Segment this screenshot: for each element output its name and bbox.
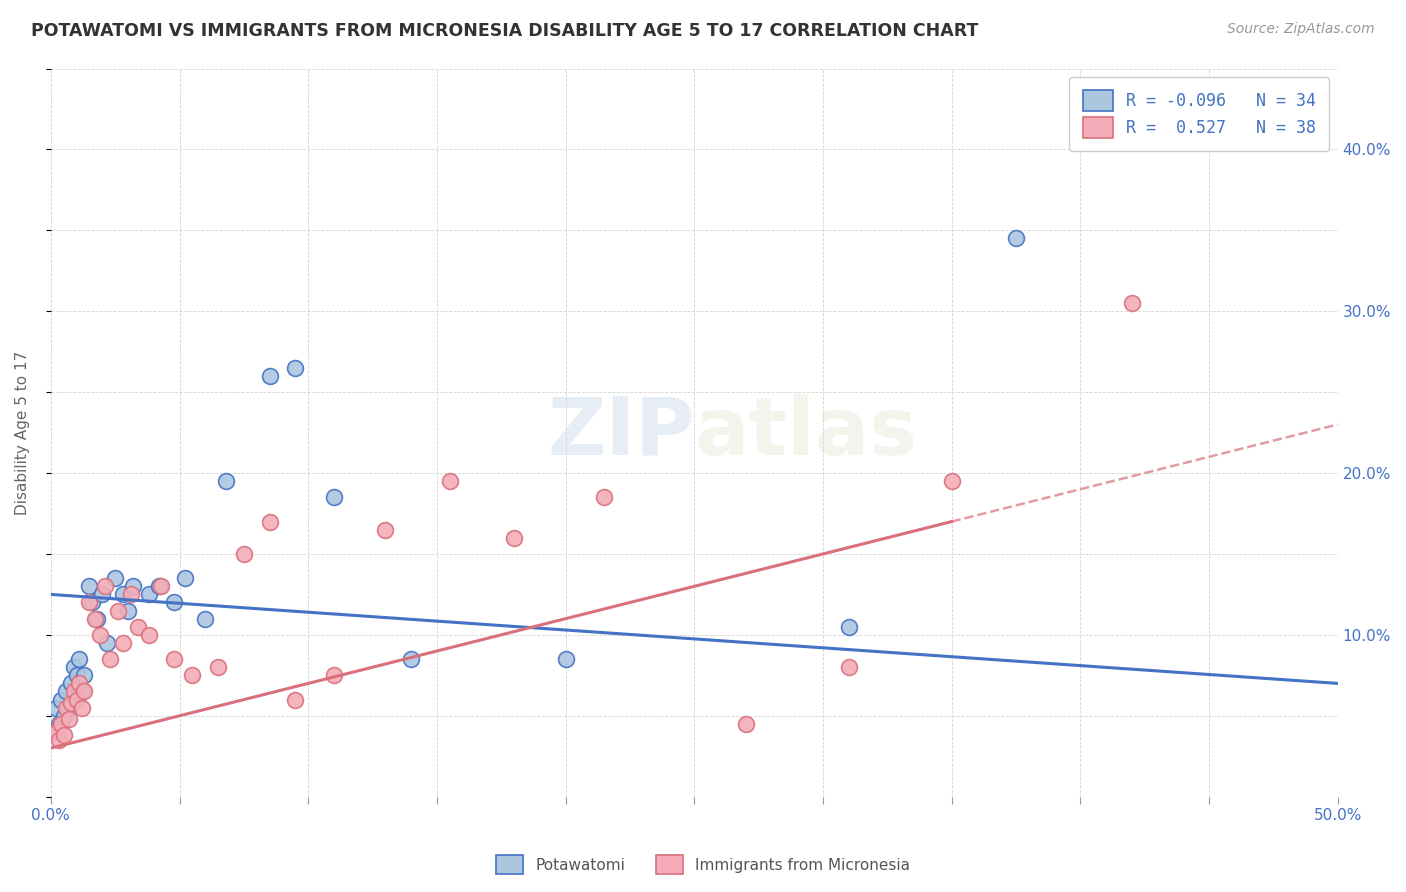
Point	[70, 684, 93, 698]
Point	[138, 587, 160, 601]
Point	[150, 579, 173, 593]
Point	[173, 571, 195, 585]
Point	[107, 604, 129, 618]
Point	[127, 620, 149, 634]
Point	[63, 684, 86, 698]
Point	[1005, 231, 1028, 245]
Point	[120, 587, 142, 601]
Point	[163, 595, 186, 609]
Point	[70, 700, 93, 714]
Point	[60, 676, 83, 690]
Point	[80, 595, 103, 609]
Text: POTAWATOMI VS IMMIGRANTS FROM MICRONESIA DISABILITY AGE 5 TO 17 CORRELATION CHAR: POTAWATOMI VS IMMIGRANTS FROM MICRONESIA…	[31, 22, 979, 40]
Point	[48, 717, 70, 731]
Point	[91, 587, 114, 601]
Text: ZIP: ZIP	[547, 393, 695, 472]
Point	[259, 368, 281, 383]
Point	[207, 660, 229, 674]
Point	[399, 652, 422, 666]
Point	[49, 692, 72, 706]
Point	[122, 579, 145, 593]
Point	[284, 692, 307, 706]
Point	[65, 668, 87, 682]
Point	[96, 636, 118, 650]
Point	[323, 491, 346, 505]
Point	[181, 668, 204, 682]
Point	[67, 676, 90, 690]
Point	[734, 717, 756, 731]
Point	[194, 612, 217, 626]
Point	[1121, 296, 1143, 310]
Point	[60, 696, 83, 710]
Point	[86, 612, 108, 626]
Legend: R = -0.096   N = 34, R =  0.527   N = 38: R = -0.096 N = 34, R = 0.527 N = 38	[1070, 77, 1329, 151]
Point	[104, 571, 127, 585]
Point	[79, 595, 101, 609]
Point	[259, 515, 281, 529]
Point	[73, 684, 96, 698]
Point	[52, 708, 75, 723]
Y-axis label: Disability Age 5 to 17: Disability Age 5 to 17	[15, 351, 30, 515]
Point	[148, 579, 170, 593]
Point	[215, 474, 238, 488]
Point	[48, 733, 70, 747]
Point	[284, 360, 307, 375]
Point	[49, 717, 72, 731]
Point	[52, 728, 75, 742]
Point	[554, 652, 576, 666]
Point	[232, 547, 254, 561]
Point	[941, 474, 963, 488]
Point	[79, 579, 101, 593]
Point	[838, 620, 860, 634]
Point	[45, 700, 67, 714]
Point	[439, 474, 461, 488]
Point	[65, 692, 87, 706]
Point	[58, 700, 80, 714]
Point	[503, 531, 526, 545]
Point	[163, 652, 186, 666]
Point	[111, 636, 134, 650]
Point	[374, 523, 396, 537]
Legend: Potawatomi, Immigrants from Micronesia: Potawatomi, Immigrants from Micronesia	[489, 849, 917, 880]
Point	[83, 612, 105, 626]
Text: Source: ZipAtlas.com: Source: ZipAtlas.com	[1227, 22, 1375, 37]
Point	[63, 660, 86, 674]
Point	[111, 587, 134, 601]
Point	[323, 668, 346, 682]
Point	[58, 712, 80, 726]
Point	[94, 579, 117, 593]
Point	[55, 700, 77, 714]
Point	[117, 604, 139, 618]
Point	[138, 628, 160, 642]
Point	[98, 652, 121, 666]
Text: atlas: atlas	[695, 393, 917, 472]
Point	[45, 725, 67, 739]
Point	[67, 652, 90, 666]
Point	[73, 668, 96, 682]
Point	[838, 660, 860, 674]
Point	[593, 491, 616, 505]
Point	[89, 628, 111, 642]
Point	[55, 684, 77, 698]
